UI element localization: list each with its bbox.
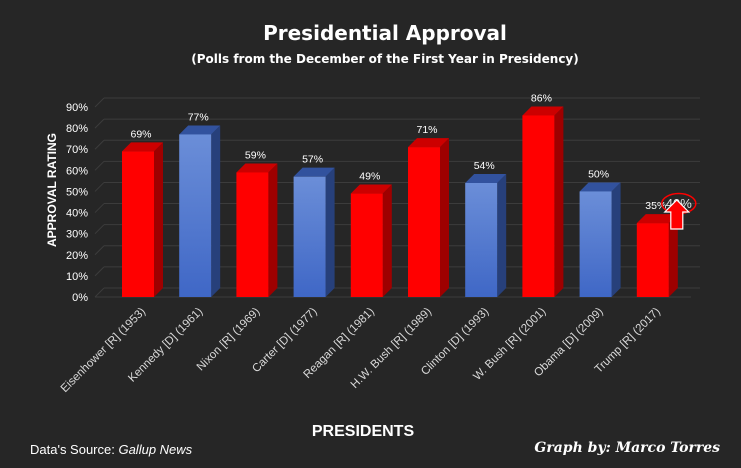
bar-side bbox=[668, 214, 678, 297]
y-tick-label: 80% bbox=[66, 123, 88, 135]
data-label: 86% bbox=[531, 92, 552, 104]
y-tick-label: 70% bbox=[66, 144, 88, 156]
bar-front bbox=[293, 176, 326, 297]
bar-front bbox=[179, 134, 212, 297]
y-tick-label: 10% bbox=[66, 271, 88, 283]
gridline-diag bbox=[94, 224, 105, 235]
gridline-diag bbox=[94, 160, 105, 171]
bar-8 bbox=[579, 182, 621, 297]
data-labels: 69% 77% 59% 57% 49% 71% 54% 86% 50% 35% bbox=[130, 92, 666, 212]
bar-top bbox=[636, 214, 678, 224]
x-axis-ticks: Eisenhower [R] (1953)Kennedy [D] (1961)N… bbox=[59, 306, 663, 396]
y-tick-label: 40% bbox=[66, 208, 88, 220]
bar-2 bbox=[236, 163, 278, 297]
gridline-diag bbox=[94, 97, 105, 108]
bar-side bbox=[611, 182, 621, 297]
data-label: 50% bbox=[588, 168, 609, 180]
bar-top bbox=[350, 184, 392, 194]
bar-top bbox=[408, 138, 449, 148]
data-label: 49% bbox=[359, 171, 380, 183]
bar-top bbox=[522, 106, 564, 116]
bars bbox=[122, 106, 678, 297]
data-source-prefix: Data's Source: bbox=[30, 442, 118, 457]
bar-6 bbox=[465, 174, 507, 297]
gridline-diag bbox=[94, 245, 105, 256]
bar-7 bbox=[522, 106, 564, 297]
bar-side bbox=[325, 167, 335, 297]
gridline-diag bbox=[94, 266, 105, 277]
bar-top bbox=[179, 125, 221, 135]
bar-side bbox=[382, 184, 392, 297]
bar-front bbox=[122, 151, 154, 297]
chart-subtitle: (Polls from the December of the First Ye… bbox=[191, 52, 579, 66]
bar-9 bbox=[636, 214, 678, 297]
data-source: Data's Source: Gallup News bbox=[30, 442, 193, 457]
y-tick-label: 90% bbox=[66, 102, 88, 114]
gridline-diag bbox=[94, 118, 105, 129]
bar-front bbox=[522, 115, 555, 297]
data-label: 69% bbox=[130, 128, 151, 140]
chart-title: Presidential Approval bbox=[263, 21, 507, 45]
bar-5 bbox=[408, 138, 449, 297]
bar-4 bbox=[350, 184, 392, 297]
bar-front bbox=[465, 183, 498, 297]
bar-front bbox=[579, 191, 612, 297]
graph-credit: Graph by: Marco Torres bbox=[534, 440, 720, 456]
bar-front bbox=[350, 193, 383, 297]
bar-side bbox=[268, 163, 278, 297]
gridline-diag bbox=[94, 203, 105, 213]
bar-top bbox=[122, 142, 163, 152]
y-axis-title: APPROVAL RATING bbox=[45, 133, 59, 247]
gridline-diag bbox=[94, 139, 105, 150]
y-tick-label: 60% bbox=[66, 165, 88, 177]
data-label: 71% bbox=[416, 124, 437, 136]
bar-top bbox=[465, 174, 507, 183]
bar-front bbox=[236, 172, 269, 297]
bar-top bbox=[236, 163, 278, 173]
bar-side bbox=[440, 138, 449, 297]
y-tick-label: 0% bbox=[72, 292, 88, 304]
bar-side bbox=[211, 125, 221, 297]
bar-top bbox=[293, 167, 335, 177]
bar-0 bbox=[122, 142, 163, 297]
bar-top bbox=[579, 182, 621, 192]
data-label: 35% bbox=[645, 200, 666, 212]
gridline-diag bbox=[94, 287, 105, 298]
y-tick-label: 30% bbox=[66, 229, 88, 241]
data-label: 59% bbox=[245, 149, 266, 161]
up-arrow-icon bbox=[663, 199, 691, 230]
bar-side bbox=[154, 142, 163, 297]
bar-side bbox=[554, 106, 564, 297]
annotation: 40% bbox=[661, 192, 697, 230]
y-axis-ticks: 0% 10% 20% 30% 40% 50% 60% 70% 80% 90% bbox=[66, 102, 88, 304]
data-label: 54% bbox=[474, 160, 495, 172]
bar-front bbox=[408, 147, 440, 297]
bar-front bbox=[636, 223, 669, 297]
data-label: 57% bbox=[302, 154, 323, 166]
gridline-diag bbox=[94, 182, 105, 192]
bar-side bbox=[497, 174, 507, 297]
data-source-name: Gallup News bbox=[118, 442, 192, 457]
y-tick-label: 50% bbox=[66, 186, 88, 198]
data-label: 77% bbox=[188, 111, 209, 123]
x-axis-title: PRESIDENTS bbox=[312, 423, 415, 440]
bar-3 bbox=[293, 167, 335, 297]
y-tick-label: 20% bbox=[66, 250, 88, 262]
bar-1 bbox=[179, 125, 221, 297]
